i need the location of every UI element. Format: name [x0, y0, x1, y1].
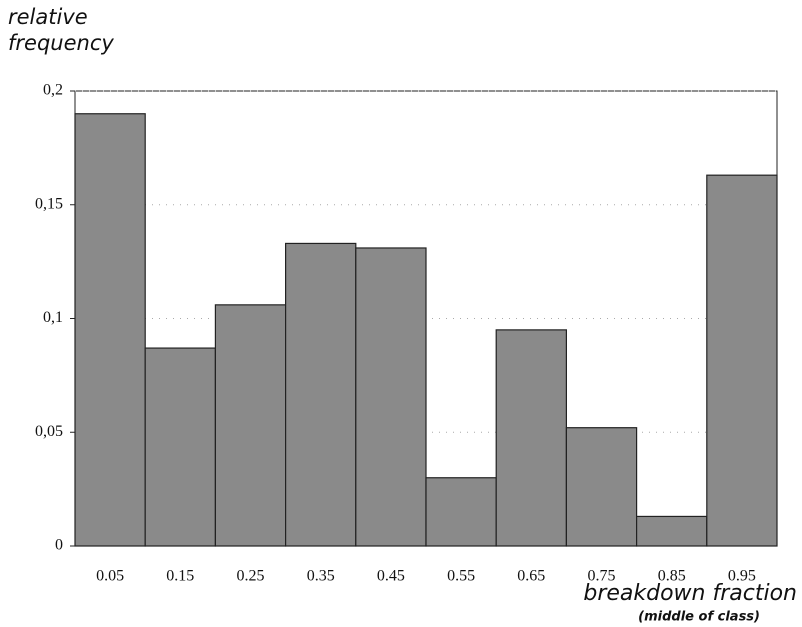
x-tick-label: 0.65	[517, 568, 545, 585]
bar	[635, 515, 708, 547]
y-tick-label: 0,1	[43, 309, 63, 326]
bar	[355, 247, 427, 547]
x-tick-label: 0.85	[658, 568, 686, 585]
x-tick-label: 0.15	[166, 568, 194, 585]
x-tick-label: 0.45	[377, 568, 405, 585]
x-tick-label: 0.95	[728, 568, 756, 585]
bar	[565, 427, 638, 547]
bar	[425, 477, 497, 547]
x-axis-sublabel: (middle of class)	[638, 610, 760, 625]
x-axis-label: breakdown fraction	[583, 581, 797, 606]
bar	[706, 174, 778, 547]
x-tick-label: 0.05	[96, 568, 124, 585]
x-tick-label: 0.55	[447, 568, 475, 585]
bar	[74, 113, 146, 547]
y-tick-label: 0,2	[43, 82, 63, 99]
x-tick-label: 0.25	[237, 568, 265, 585]
bar	[214, 304, 287, 547]
bar	[495, 329, 568, 547]
bar	[144, 347, 216, 547]
bar	[285, 242, 357, 547]
x-tick-label: 0.35	[307, 568, 335, 585]
y-tick-label: 0	[55, 537, 63, 554]
y-tick-label: 0,15	[35, 195, 63, 212]
y-axis-label: relative frequency	[8, 5, 114, 55]
y-tick-label: 0,05	[35, 423, 63, 440]
x-tick-label: 0.75	[588, 568, 616, 585]
